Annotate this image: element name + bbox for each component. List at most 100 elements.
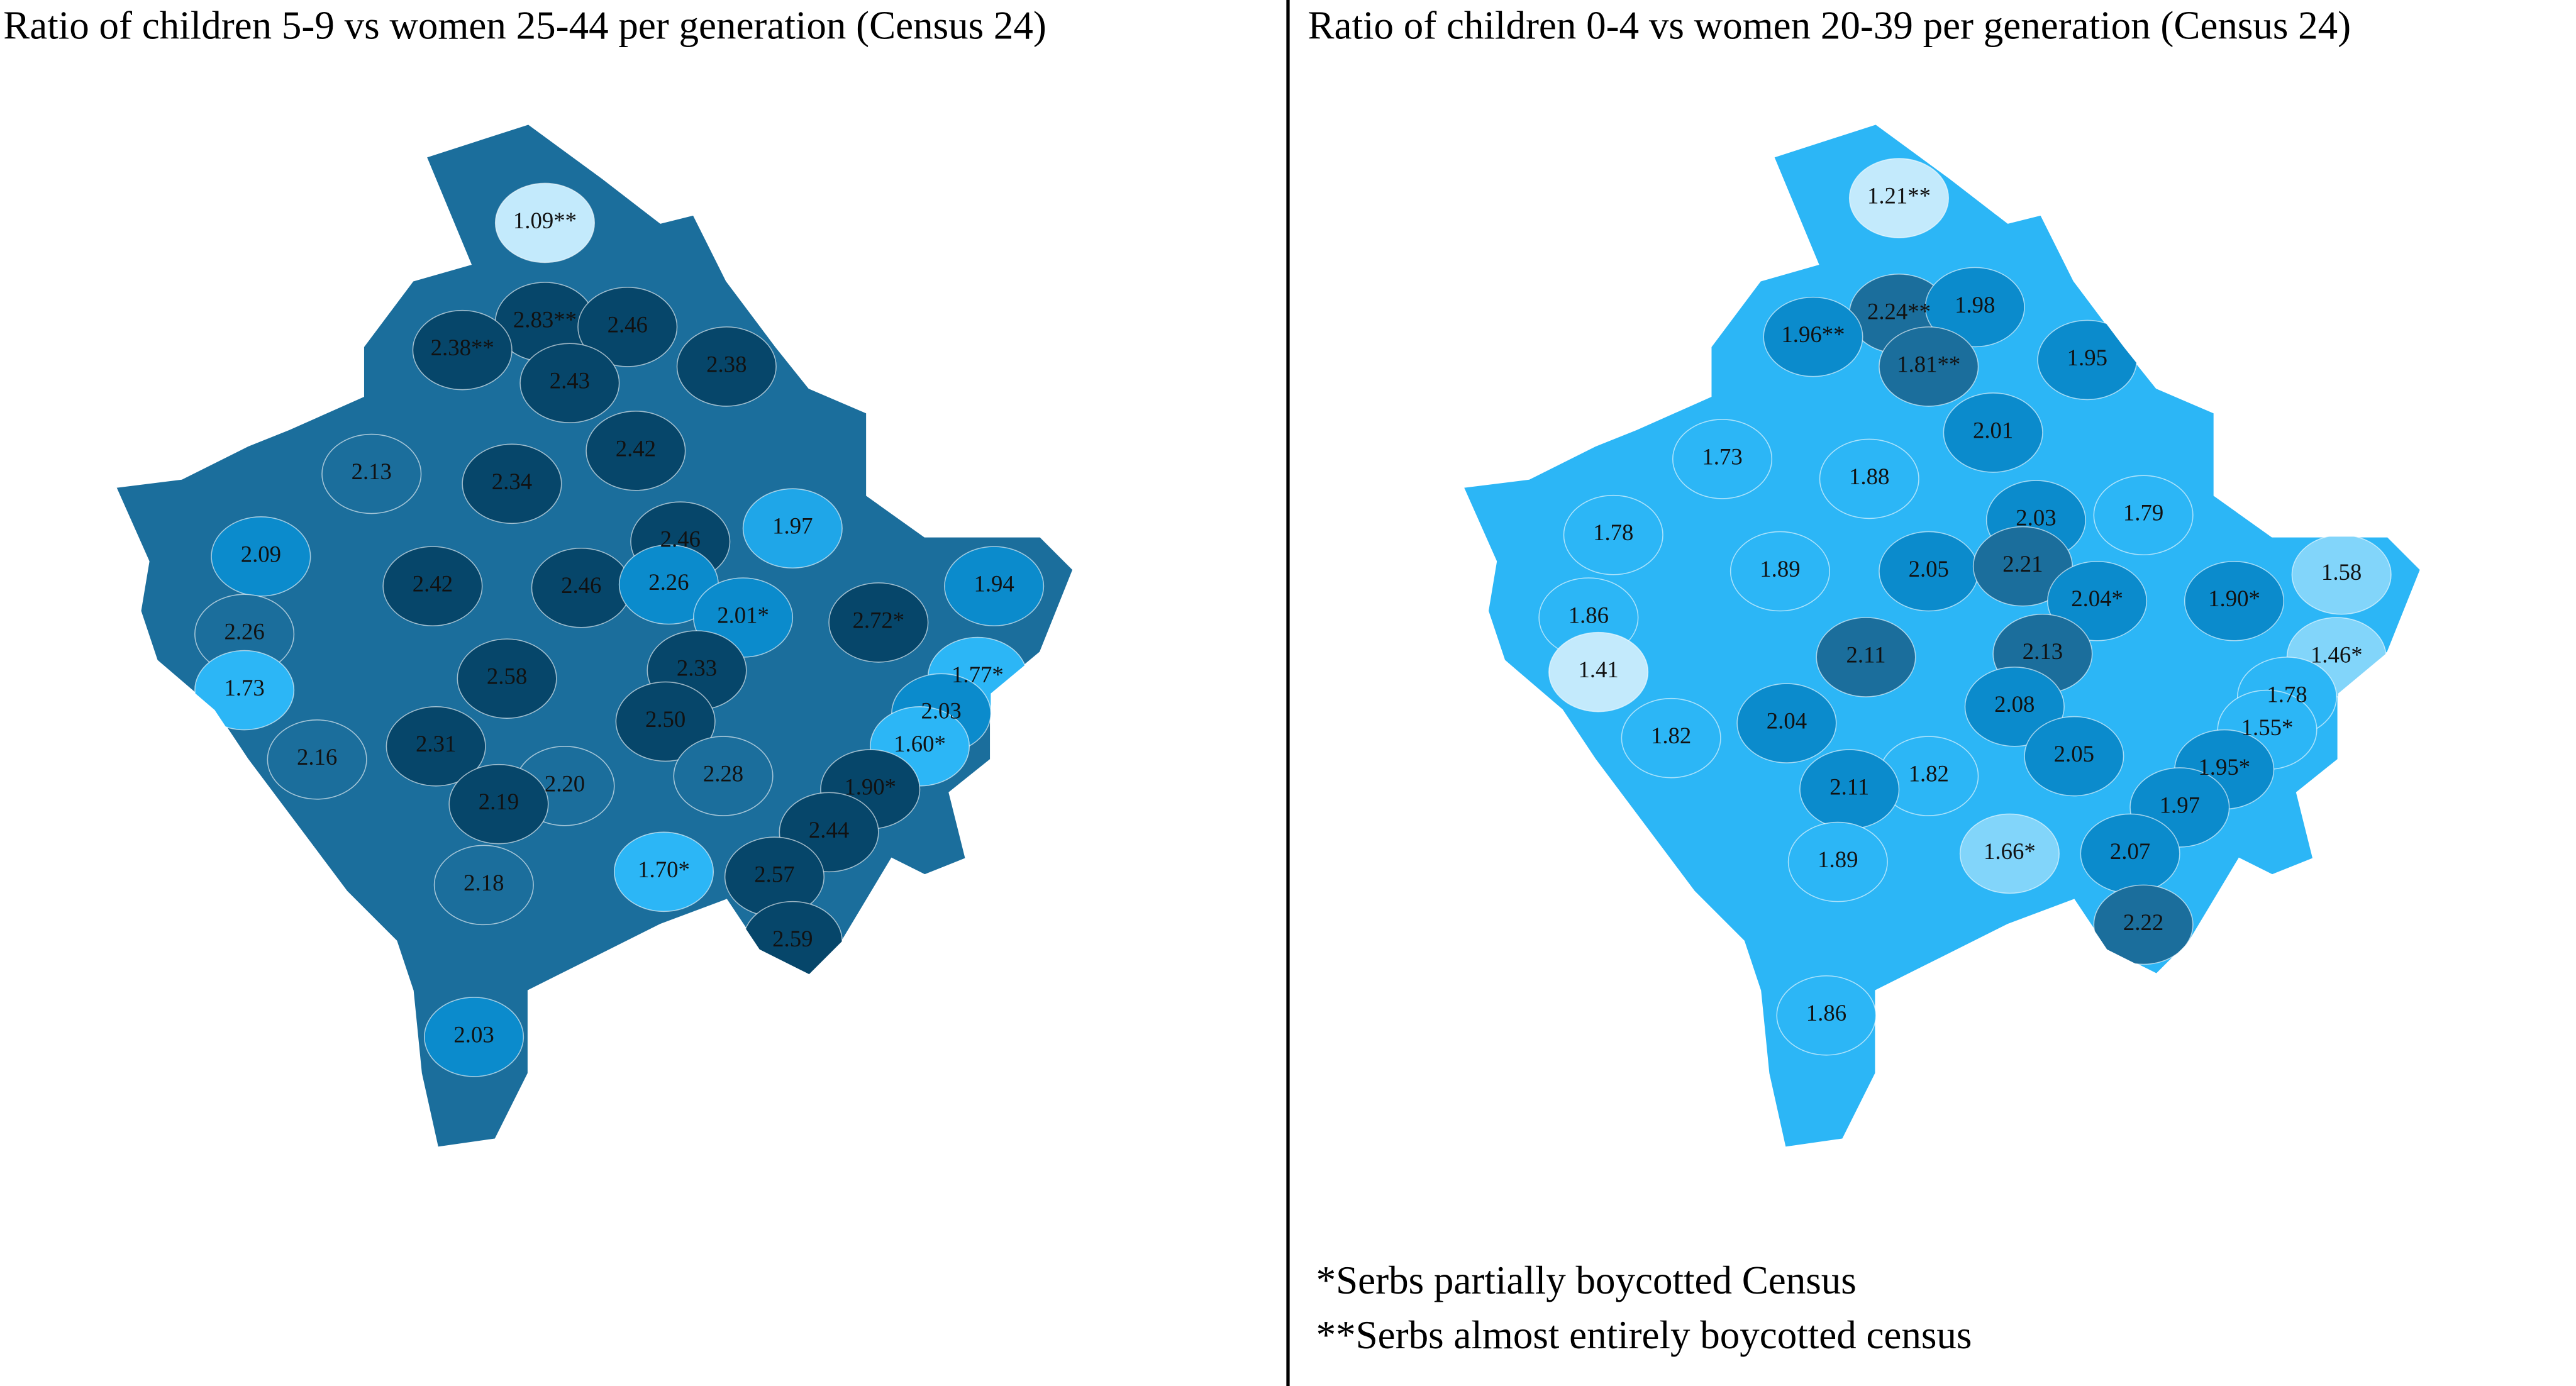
region-label: 2.01 (1973, 417, 2013, 443)
region-label: 2.03 (453, 1021, 494, 1047)
region-label: 2.34 (492, 468, 532, 494)
region-label: 2.21 (2002, 551, 2043, 577)
map-title: Ratio of children 0-4 vs women 20-39 per… (1308, 4, 2351, 48)
region (1924, 267, 2025, 348)
region-label: 2.05 (2054, 741, 2094, 767)
region-label: 2.50 (645, 706, 686, 732)
region-label: 2.57 (754, 862, 794, 887)
region-label: 1.90* (2208, 585, 2260, 611)
region-label: 1.97 (2160, 792, 2200, 818)
region-label: 1.73 (1702, 443, 1742, 469)
region-label: 2.22 (2123, 909, 2163, 935)
region-label: 2.46 (608, 311, 648, 337)
region (944, 546, 1045, 626)
map-outline (114, 123, 1075, 1149)
footnote: *Serbs partially boycotted Census (1316, 1258, 1857, 1302)
region-label: 2.42 (616, 435, 656, 461)
region-label: 2.43 (550, 368, 590, 394)
region (613, 831, 714, 912)
region-label: 2.11 (1829, 774, 1869, 800)
region (1672, 419, 1773, 499)
region-label: 1.78 (2267, 681, 2307, 707)
region (2184, 560, 2285, 641)
region-label: 1.95 (2067, 345, 2107, 370)
region-label: 2.42 (413, 571, 453, 597)
region-label: 2.03 (2016, 505, 2056, 531)
region-label: 1.58 (2321, 559, 2362, 585)
region (1736, 683, 1837, 763)
region (494, 182, 596, 263)
region (742, 488, 843, 569)
region-label: 1.60* (894, 731, 946, 757)
region-label: 2.58 (487, 663, 527, 689)
map-right: 1.21** 2.24** 1.98 1.96** 1.81** 1.95 2.01 1.73… (1462, 123, 2422, 1149)
region-label: 2.13 (2023, 638, 2063, 664)
region-label: 2.11 (1846, 641, 1885, 667)
region-label: 1.82 (1651, 723, 1691, 748)
region (1848, 158, 1950, 238)
region-label: 2.08 (1994, 691, 2035, 717)
region-label: 1.98 (1955, 292, 1995, 318)
region-label: 2.28 (703, 761, 743, 787)
region (1964, 666, 2065, 747)
region-label: 1.70* (638, 857, 690, 882)
region-label: 2.46 (660, 526, 701, 552)
region-label: 1.41 (1578, 657, 1618, 682)
region-label: 1.89 (1818, 846, 1858, 872)
region-label: 1.89 (1760, 556, 1800, 582)
region (2047, 560, 2148, 641)
region (1548, 631, 1649, 712)
region (615, 681, 716, 762)
region-label: 2.31 (416, 731, 456, 757)
region-label: 1.55* (2241, 714, 2294, 740)
region (267, 719, 367, 800)
footnote: **Serbs almost entirely boycotted census (1316, 1313, 1972, 1357)
region (2024, 716, 2124, 797)
region (424, 997, 525, 1077)
region (676, 326, 777, 407)
region-label: 1.82 (1909, 761, 1949, 787)
region-label: 2.04* (2071, 585, 2123, 611)
map-title: Ratio of children 5-9 vs women 25-44 per… (3, 4, 1046, 48)
region (194, 650, 295, 731)
region-label: 2.01* (717, 602, 769, 628)
region-label: 1.94 (974, 571, 1014, 597)
region-label: 1.21** (1867, 183, 1931, 209)
region-label: 1.09** (513, 208, 577, 233)
region (2093, 475, 2194, 556)
map-left: 1.09** 2.83** 2.38** 2.46 2.43 2.38 2.13 2.42 2.… (114, 123, 1075, 1149)
regions (1538, 158, 2392, 1056)
region-label: 2.26 (224, 619, 264, 645)
region-label: 2.09 (241, 541, 281, 567)
region-label: 1.86 (1806, 1000, 1846, 1026)
region-label: 1.46* (2311, 641, 2363, 667)
region-label: 2.04 (1767, 707, 1807, 733)
region (1959, 813, 2060, 894)
region (1776, 975, 1877, 1056)
region-label: 2.33 (677, 655, 717, 680)
region (1763, 296, 1863, 377)
region (673, 736, 774, 816)
region-label: 2.38** (431, 335, 494, 360)
region-label: 1.95* (2198, 754, 2250, 780)
region-label: 2.72* (852, 607, 904, 633)
region (1787, 821, 1888, 902)
region-label: 2.83** (513, 306, 577, 332)
region (586, 411, 686, 491)
region-label: 1.73 (224, 675, 264, 701)
region (519, 343, 620, 423)
region-label: 1.66* (1984, 838, 2036, 864)
region-label: 2.18 (464, 870, 504, 895)
map-outline (1462, 123, 2422, 1149)
region (1816, 617, 1916, 697)
region-label: 2.59 (772, 926, 813, 951)
region-label: 2.46 (561, 572, 601, 598)
region-label: 2.05 (1909, 556, 1949, 582)
region-label: 2.44 (809, 817, 849, 843)
region-label: 1.90* (844, 774, 896, 800)
region (321, 433, 422, 514)
region-label: 1.97 (772, 513, 813, 539)
region (1621, 697, 1721, 779)
